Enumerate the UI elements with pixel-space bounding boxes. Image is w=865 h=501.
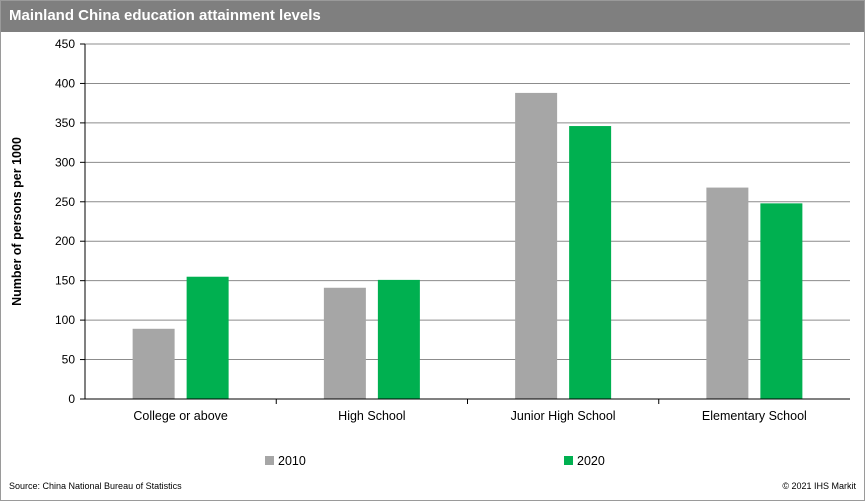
y-tick-label: 350 (55, 116, 75, 130)
bars (132, 92, 803, 400)
x-tick-label: High School (338, 409, 405, 423)
axes: 0 50 100 150 200 250 300 350 400 450 College or ab… (10, 37, 850, 423)
y-tick-label: 150 (55, 274, 75, 288)
bar-2020-1 (377, 279, 420, 399)
bar-2020-2 (569, 126, 612, 400)
legend: 2010 2020 (265, 454, 605, 468)
chart-title: Mainland China education attainment leve… (9, 7, 321, 24)
legend-swatch-2010 (265, 456, 274, 465)
y-tick-label: 300 (55, 155, 75, 169)
bar-2010-1 (323, 287, 366, 399)
legend-swatch-2020 (564, 456, 573, 465)
bar-2020-0 (186, 276, 229, 399)
x-tick-label: College or above (133, 409, 228, 423)
x-tick-label: Elementary School (702, 409, 807, 423)
y-tick-label: 100 (55, 313, 75, 327)
y-axis-label: Number of persons per 1000 (10, 137, 24, 306)
legend-label-2010: 2010 (278, 454, 306, 468)
copyright-note: © 2021 IHS Markit (782, 481, 856, 491)
y-tick-label: 200 (55, 234, 75, 248)
legend-label-2020: 2020 (577, 454, 605, 468)
bar-2010-3 (706, 187, 749, 399)
bar-2010-2 (515, 92, 558, 400)
y-tick-label: 0 (68, 392, 75, 406)
x-tick-label: Junior High School (511, 409, 616, 423)
bar-2020-3 (760, 203, 803, 399)
bar-2010-0 (132, 328, 175, 399)
y-tick-label: 450 (55, 37, 75, 51)
y-tick-label: 400 (55, 76, 75, 90)
source-note: Source: China National Bureau of Statist… (9, 481, 182, 491)
y-tick-label: 250 (55, 195, 75, 209)
y-tick-label: 50 (62, 353, 76, 367)
title-bar: Mainland China education attainment leve… (1, 1, 864, 32)
